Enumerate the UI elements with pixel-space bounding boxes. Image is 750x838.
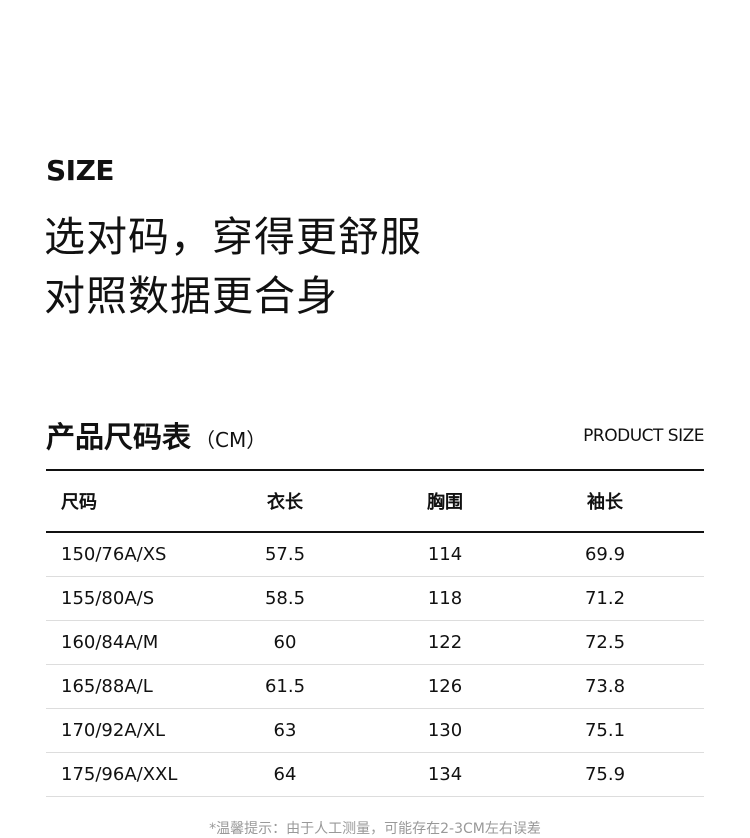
table-row: 155/80A/S 58.5 118 71.2 [46, 577, 704, 621]
table-row: 150/76A/XS 57.5 114 69.9 [46, 533, 704, 577]
cell-chest: 134 [427, 764, 463, 785]
header-sleeve: 袖长 [587, 492, 623, 513]
cell-sleeve: 75.1 [584, 720, 626, 741]
cell-length: 64 [273, 764, 297, 785]
cell-length: 63 [273, 720, 297, 741]
cell-length: 61.5 [264, 676, 306, 697]
cell-sleeve: 71.2 [584, 588, 626, 609]
cell-chest: 114 [427, 544, 463, 565]
table-row: 160/84A/M 60 122 72.5 [46, 621, 704, 665]
cell-size: 165/88A/L [61, 676, 153, 697]
cell-size: 170/92A/XL [61, 720, 166, 741]
size-table: 尺码 衣长 胸围 袖长 150/76A/XS 57.5 114 69.9 155/80A… [46, 469, 704, 797]
cell-size: 155/80A/S [61, 588, 155, 609]
table-title: 产品尺码表 （CM） [46, 414, 266, 456]
cell-size: 175/96A/XXL [61, 764, 178, 785]
cell-length: 60 [273, 632, 297, 653]
table-row: 175/96A/XXL 64 134 75.9 [46, 753, 704, 797]
headline-line-2: 对照数据更合身 [44, 272, 338, 320]
cell-sleeve: 75.9 [584, 764, 626, 785]
table-unit: （CM） [195, 428, 267, 452]
cell-length: 58.5 [264, 588, 306, 609]
cell-sleeve: 69.9 [584, 544, 626, 565]
table-row: 165/88A/L 61.5 126 73.8 [46, 665, 704, 709]
cell-size: 150/76A/XS [61, 544, 167, 565]
measurement-note: *温馨提示：由于人工测量，可能存在2-3CM左右误差 [209, 821, 541, 837]
cell-chest: 118 [427, 588, 463, 609]
table-title-text: 产品尺码表 [46, 420, 192, 454]
header-chest: 胸围 [427, 492, 463, 513]
header-length: 衣长 [267, 492, 303, 513]
cell-chest: 130 [427, 720, 463, 741]
table-row: 170/92A/XL 63 130 75.1 [46, 709, 704, 753]
section-label: SIZE [46, 154, 115, 187]
cell-sleeve: 73.8 [584, 676, 626, 697]
cell-size: 160/84A/M [61, 632, 159, 653]
headline-line-1: 选对码，穿得更舒服 [44, 213, 422, 261]
cell-chest: 122 [427, 632, 463, 653]
cell-length: 57.5 [264, 544, 306, 565]
cell-chest: 126 [427, 676, 463, 697]
header-size: 尺码 [61, 492, 97, 513]
product-size-label: PRODUCT SIZE [583, 426, 704, 446]
cell-sleeve: 72.5 [584, 632, 626, 653]
table-header-row: 尺码 衣长 胸围 袖长 [46, 469, 704, 533]
